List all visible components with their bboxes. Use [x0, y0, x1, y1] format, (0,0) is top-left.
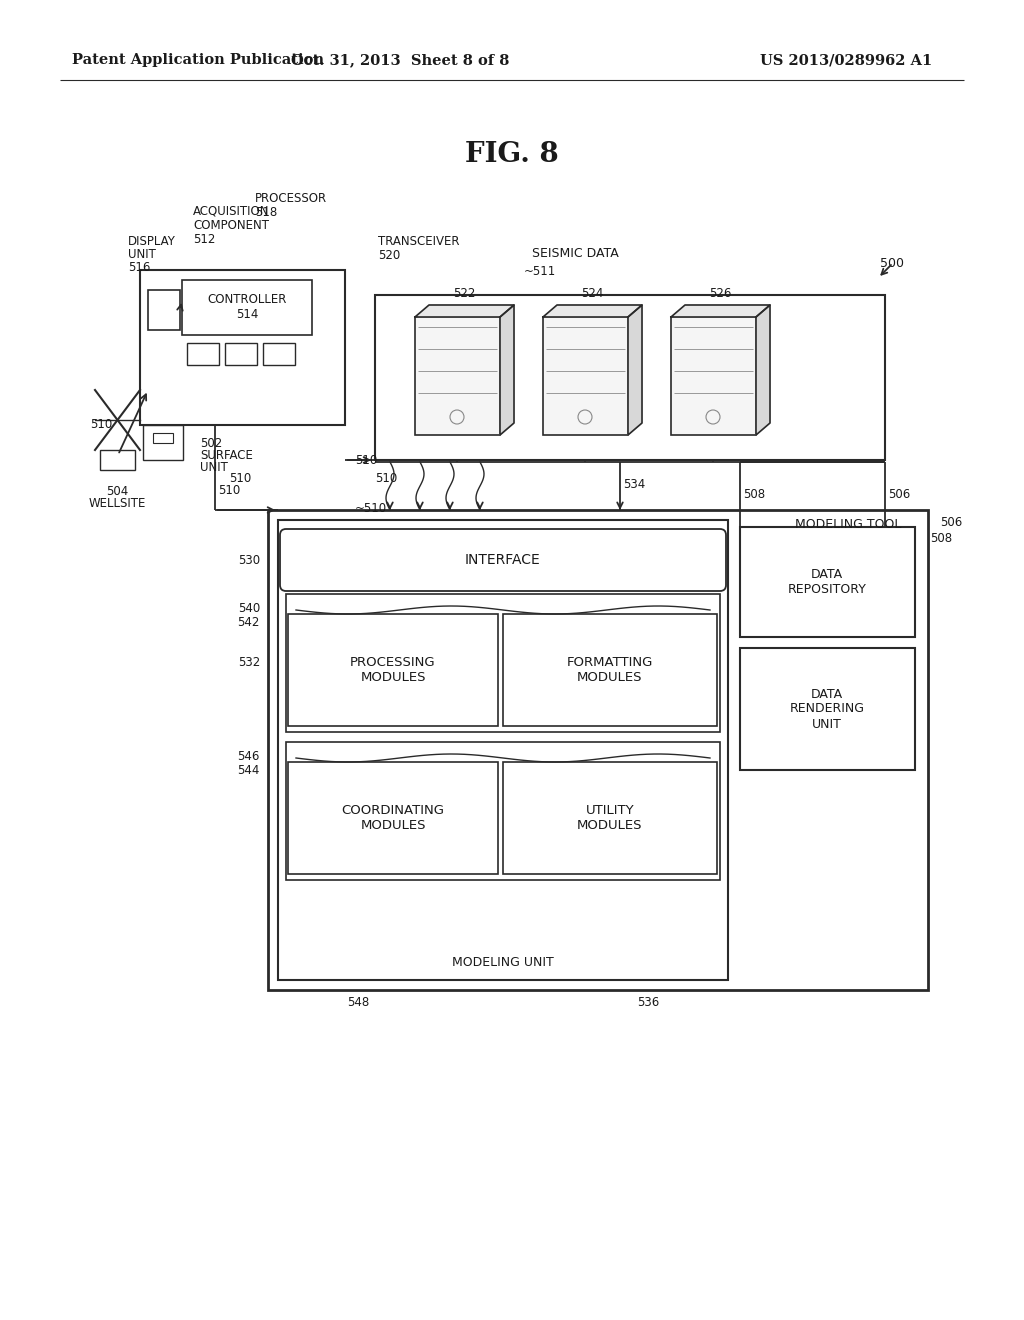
- Bar: [740, 527, 915, 638]
- Text: 508: 508: [930, 532, 952, 545]
- Text: 504: 504: [105, 484, 128, 498]
- Bar: [140, 271, 345, 425]
- Text: 508: 508: [743, 488, 765, 502]
- Text: 548: 548: [347, 997, 369, 1008]
- Text: 526: 526: [709, 286, 731, 300]
- Bar: [375, 294, 885, 459]
- Text: 540: 540: [238, 602, 260, 615]
- Polygon shape: [628, 305, 642, 436]
- Text: 522: 522: [453, 286, 475, 300]
- Text: 546: 546: [238, 750, 260, 763]
- Text: Patent Application Publication: Patent Application Publication: [72, 53, 324, 67]
- Text: TRANSCEIVER: TRANSCEIVER: [378, 235, 460, 248]
- Text: UNIT: UNIT: [128, 248, 156, 261]
- Bar: [503, 614, 717, 726]
- Text: PROCESSING
MODULES: PROCESSING MODULES: [350, 656, 436, 684]
- Text: CONTROLLER
514: CONTROLLER 514: [207, 293, 287, 321]
- Text: UNIT: UNIT: [200, 461, 228, 474]
- Bar: [263, 343, 295, 366]
- Text: 534: 534: [623, 479, 645, 491]
- Bar: [288, 614, 498, 726]
- Text: MODELING TOOL: MODELING TOOL: [795, 517, 901, 531]
- Text: COMPONENT: COMPONENT: [193, 219, 269, 232]
- Text: WELLSITE: WELLSITE: [88, 498, 145, 510]
- Polygon shape: [543, 305, 642, 317]
- Text: 512: 512: [193, 234, 215, 246]
- Text: 510: 510: [355, 454, 377, 467]
- Polygon shape: [756, 305, 770, 436]
- Text: 544: 544: [238, 763, 260, 776]
- Bar: [543, 317, 628, 436]
- Text: MODELING UNIT: MODELING UNIT: [453, 956, 554, 969]
- Bar: [671, 317, 756, 436]
- Bar: [740, 648, 915, 770]
- Bar: [415, 317, 500, 436]
- Bar: [187, 343, 219, 366]
- Text: SURFACE: SURFACE: [200, 449, 253, 462]
- Bar: [286, 594, 720, 733]
- Text: Oct. 31, 2013  Sheet 8 of 8: Oct. 31, 2013 Sheet 8 of 8: [291, 53, 509, 67]
- Text: 520: 520: [378, 249, 400, 261]
- Text: 506: 506: [888, 488, 910, 502]
- Bar: [288, 762, 498, 874]
- Text: 510: 510: [229, 473, 251, 484]
- Bar: [143, 425, 183, 459]
- Text: DISPLAY: DISPLAY: [128, 235, 176, 248]
- Text: 510: 510: [375, 473, 397, 484]
- Text: ~511: ~511: [524, 265, 556, 279]
- Text: SEISMIC DATA: SEISMIC DATA: [531, 247, 618, 260]
- Text: UTILITY
MODULES: UTILITY MODULES: [578, 804, 643, 832]
- Polygon shape: [500, 305, 514, 436]
- Text: 500: 500: [880, 257, 904, 271]
- Bar: [225, 343, 257, 366]
- Bar: [268, 510, 928, 990]
- Text: US 2013/0289962 A1: US 2013/0289962 A1: [760, 53, 932, 67]
- Text: 506: 506: [940, 516, 963, 528]
- Text: ~510: ~510: [355, 502, 387, 515]
- Text: INTERFACE: INTERFACE: [465, 553, 541, 568]
- Polygon shape: [671, 305, 770, 317]
- Bar: [182, 280, 312, 335]
- Text: FIG. 8: FIG. 8: [465, 141, 559, 169]
- Text: 510: 510: [218, 483, 241, 496]
- Text: 542: 542: [238, 615, 260, 628]
- Text: 530: 530: [238, 553, 260, 566]
- Text: 510: 510: [90, 418, 112, 432]
- Text: 502: 502: [200, 437, 222, 450]
- Text: 516: 516: [128, 261, 151, 275]
- Polygon shape: [415, 305, 514, 317]
- Text: DATA
REPOSITORY: DATA REPOSITORY: [787, 568, 866, 597]
- Bar: [100, 450, 135, 470]
- Bar: [278, 520, 728, 979]
- Bar: [148, 290, 180, 330]
- Text: COORDINATING
MODULES: COORDINATING MODULES: [341, 804, 444, 832]
- Text: FORMATTING
MODULES: FORMATTING MODULES: [567, 656, 653, 684]
- Text: PROCESSOR: PROCESSOR: [255, 191, 327, 205]
- Bar: [153, 433, 173, 444]
- Text: 532: 532: [238, 656, 260, 669]
- Bar: [503, 762, 717, 874]
- Text: DATA
RENDERING
UNIT: DATA RENDERING UNIT: [790, 688, 864, 730]
- Text: ACQUISITION: ACQUISITION: [193, 205, 269, 218]
- Text: 518: 518: [255, 206, 278, 219]
- Text: 536: 536: [637, 997, 659, 1008]
- Text: 524: 524: [581, 286, 603, 300]
- Bar: [286, 742, 720, 880]
